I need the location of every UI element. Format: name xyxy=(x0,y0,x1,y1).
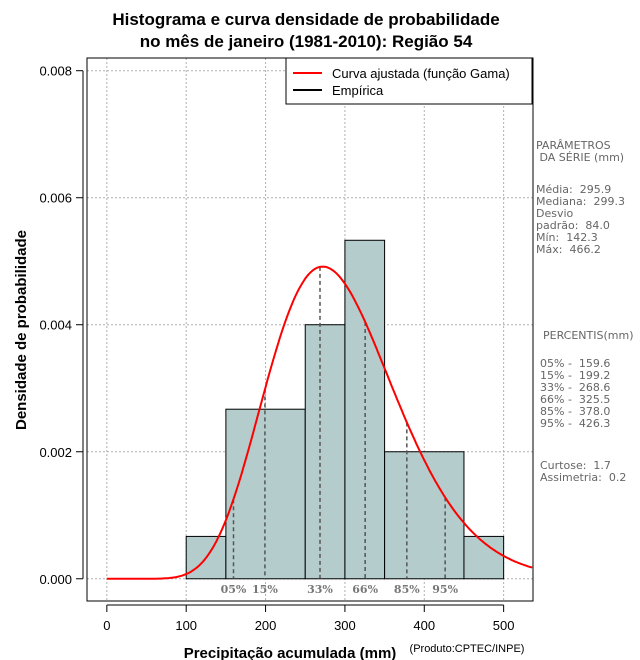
credit-label: (Produto:CPTEC/INPE) xyxy=(410,643,525,655)
params-body: Média: 295.9 Mediana: 299.3 Desvio padrã… xyxy=(536,183,625,256)
stats-body: Curtose: 1.7 Assimetria: 0.2 xyxy=(540,459,627,484)
chart-title-line2: no mês de janeiro (1981-2010): Região 54 xyxy=(140,32,473,51)
y-tick-label-1: 0.002 xyxy=(39,445,72,460)
x-tick-label-5: 500 xyxy=(493,618,515,633)
histogram-bar-4 xyxy=(384,451,465,580)
percentile-label-2: 33% xyxy=(307,583,333,596)
x-tick-label-1: 100 xyxy=(175,618,197,633)
axes: 0 100 200 300 400 500 0.000 0.002 0.004 0.006 0.00… xyxy=(39,64,514,633)
legend-label-fitted: Curva ajustada (função Gama) xyxy=(332,66,510,81)
chart-title-line1: Histograma e curva densidade de probabil… xyxy=(112,10,499,29)
y-tick-label-0: 0.000 xyxy=(39,572,72,587)
percentile-label-5: 95% xyxy=(432,583,458,596)
percentis-title: PERCENTIS(mm) xyxy=(543,329,634,342)
y-tick-label-3: 0.006 xyxy=(39,191,72,206)
legend-label-empirical: Empírica xyxy=(332,83,384,98)
percentis-body: 05% - 159.6 15% - 199.2 33% - 268.6 66% … xyxy=(540,357,611,430)
percentile-label-0: 05% xyxy=(221,583,247,596)
x-tick-label-2: 200 xyxy=(255,618,277,633)
legend: Curva ajustada (função Gama) Empírica xyxy=(285,57,533,105)
y-tick-label-2: 0.004 xyxy=(39,318,72,333)
gamma-curve xyxy=(106,265,533,580)
legend-box xyxy=(285,57,533,105)
x-tick-label-4: 400 xyxy=(413,618,435,633)
y-tick-label-4: 0.008 xyxy=(39,64,72,79)
y-axis-label: Densidade de probabilidade xyxy=(13,230,30,430)
x-axis-label: Precipitação acumulada (mm) xyxy=(184,645,397,660)
params-title: PARÂMETROS DA SÉRIE (mm) xyxy=(536,139,625,164)
histogram-bar-2 xyxy=(304,324,346,580)
percentile-label-3: 66% xyxy=(352,583,378,596)
percentile-label-1: 15% xyxy=(252,583,278,596)
x-tick-label-3: 300 xyxy=(334,618,356,633)
x-tick-label-0: 0 xyxy=(103,618,110,633)
percentile-markers: 05% 15% 33% 66% 85% 95% xyxy=(221,266,459,596)
percentile-label-4: 85% xyxy=(394,583,420,596)
